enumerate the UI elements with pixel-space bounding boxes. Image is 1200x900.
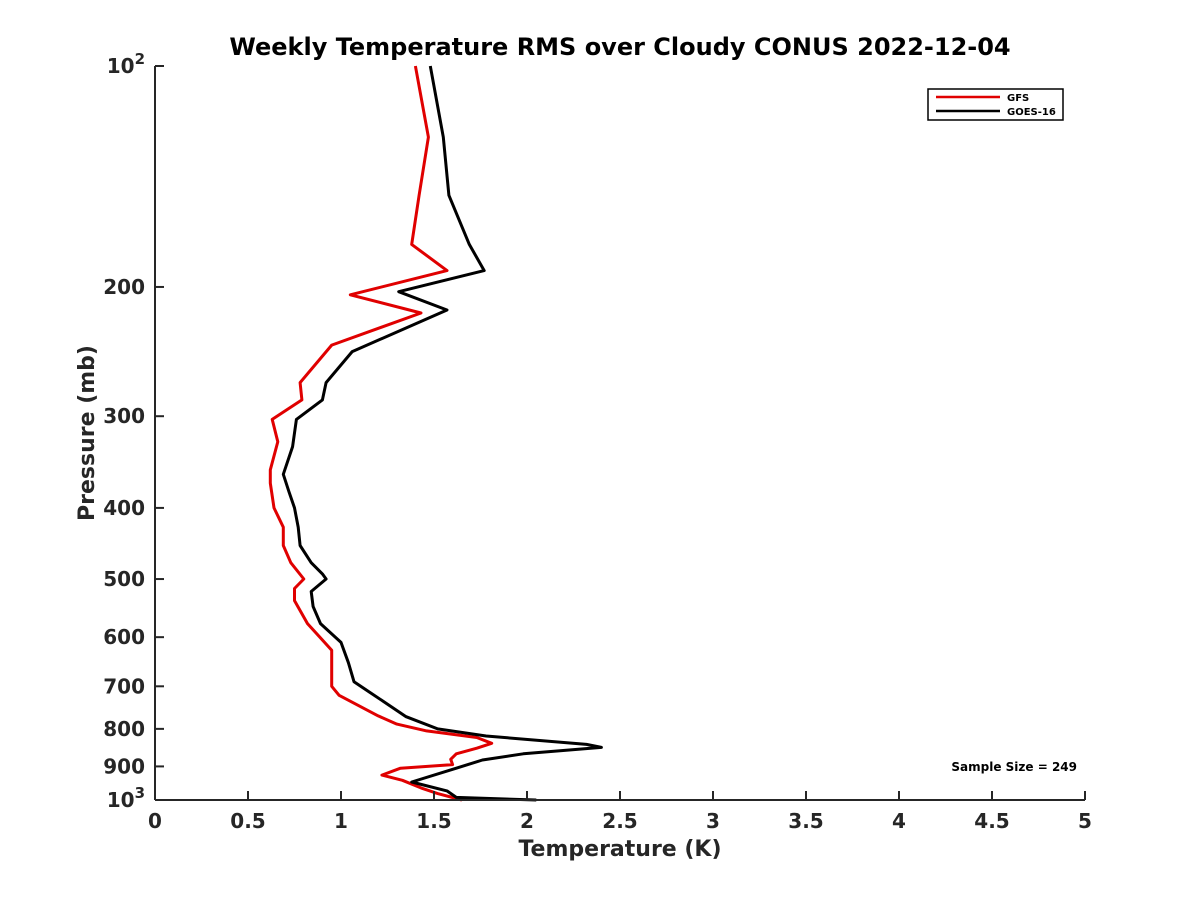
legend-box — [927, 88, 1064, 121]
y-tick-label: 800 — [103, 717, 145, 741]
legend: GFS GOES-16 — [927, 88, 1064, 121]
y-tick-label: 400 — [103, 496, 145, 520]
legend-label-goes16: GOES-16 — [1007, 107, 1056, 118]
x-axis-ticks: 0 0.5 1 1.5 2 2.5 3 3.5 4 4.5 5 — [148, 791, 1092, 833]
y-tick-label: 200 — [103, 275, 145, 299]
y-tick-label: 500 — [103, 567, 145, 591]
series-line-gfs — [268, 65, 494, 802]
x-tick-label: 0.5 — [230, 809, 265, 833]
x-tick-label: 3.5 — [788, 809, 823, 833]
x-tick-label: 2.5 — [602, 809, 637, 833]
x-tick-label: 1.5 — [416, 809, 451, 833]
plot-area — [268, 65, 603, 802]
x-tick-label: 1 — [334, 809, 348, 833]
y-axis-ticks: 102 200 300 400 500 600 700 800 900 103 — [103, 50, 164, 812]
y-tick-label: 103 — [107, 784, 145, 812]
x-axis-label: Temperature (K) — [518, 837, 721, 862]
x-tick-label: 4 — [892, 809, 906, 833]
series-line-goes16 — [281, 65, 603, 802]
x-tick-label: 3 — [706, 809, 720, 833]
legend-label-gfs: GFS — [1007, 93, 1029, 104]
sample-size-annotation: Sample Size = 249 — [951, 760, 1077, 774]
y-tick-label: 900 — [103, 754, 145, 778]
y-tick-label: 102 — [107, 50, 145, 78]
y-tick-label: 300 — [103, 404, 145, 428]
y-tick-label: 600 — [103, 625, 145, 649]
chart-title: Weekly Temperature RMS over Cloudy CONUS… — [229, 33, 1010, 61]
x-tick-label: 0 — [148, 809, 162, 833]
x-tick-label: 2 — [520, 809, 534, 833]
y-axis-label: Pressure (mb) — [75, 345, 100, 521]
x-tick-label: 5 — [1078, 809, 1092, 833]
x-tick-label: 4.5 — [974, 809, 1009, 833]
y-tick-label: 700 — [103, 674, 145, 698]
